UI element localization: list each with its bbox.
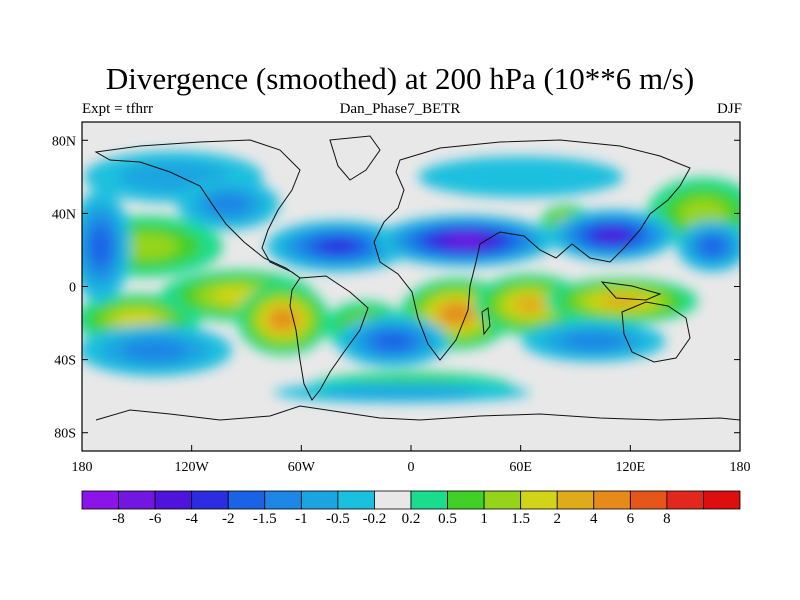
- lon-label-120W: 120W: [175, 460, 210, 475]
- field-band-3-6: [272, 311, 294, 328]
- coastline-north-america: [94, 139, 301, 279]
- colorbar-swatch-12: [520, 490, 558, 510]
- coastline-greenland: [329, 135, 381, 181]
- colorbar-label: 6: [626, 511, 635, 527]
- lat-label-0: 0: [69, 281, 76, 296]
- coastlines: [94, 135, 740, 421]
- field-band-5-6: [443, 305, 470, 323]
- lat-label-80S: 80S: [54, 427, 76, 442]
- lon-label-180: 180: [730, 460, 751, 475]
- coastline-south-america: [289, 275, 369, 401]
- field-band-1-4: [115, 310, 159, 328]
- colorbar-label: -4: [185, 511, 198, 527]
- field-band-20-2: [325, 386, 479, 399]
- colorbar-label: 4: [590, 511, 598, 527]
- lon-label-0: 0: [408, 460, 415, 475]
- field-band-12-5: [318, 239, 358, 254]
- field-band-13-7: [447, 235, 484, 246]
- colorbar-swatch-16: [666, 490, 704, 510]
- colorbar-label: -1.5: [252, 511, 277, 527]
- colorbar-label: 0.2: [401, 511, 421, 527]
- colorbar-swatch-10: [447, 490, 485, 510]
- field-band-21-3: [206, 193, 251, 216]
- field-band-11-4: [90, 227, 111, 266]
- colorbar-label: 8: [663, 511, 671, 527]
- lon-label-180: 180: [72, 460, 93, 475]
- season-label: DJF: [716, 101, 742, 117]
- colorbar-swatch-2: [154, 490, 193, 510]
- colorbar-label: -8: [112, 511, 125, 527]
- colorbar: [81, 490, 741, 510]
- colorbar-swatch-15: [629, 490, 668, 510]
- lat-label-40N: 40N: [52, 207, 76, 222]
- colorbar-swatch-11: [483, 490, 522, 510]
- lat-label-80N: 80N: [52, 134, 76, 149]
- colorbar-label: -1: [295, 511, 308, 527]
- colorbar-label: -2: [221, 511, 235, 527]
- colorbar-swatch-6: [300, 490, 339, 510]
- colorbar-swatch-1: [118, 490, 156, 510]
- coastline-eurasia-africa: [373, 139, 691, 361]
- colorbar-label: -6: [148, 511, 162, 527]
- colorbar-swatch-8: [374, 490, 412, 510]
- experiment-label: Expt = tfhrr: [82, 101, 153, 117]
- map-axes: 80N 40N 0 40S 80S 180 120W 60W 0 60E 120E 180: [52, 134, 751, 475]
- colorbar-label: -0.2: [362, 511, 387, 527]
- colorbar-label: 2: [553, 511, 561, 527]
- map-title: Divergence (smoothed) at 200 hPa (10**6 …: [105, 61, 695, 96]
- colorbar-swatch-5: [264, 490, 302, 510]
- colorbar-swatch-13: [556, 490, 595, 510]
- lat-label-40S: 40S: [54, 354, 76, 369]
- field-band-7-5: [600, 294, 643, 308]
- field-band-15-4: [700, 237, 725, 255]
- field-band-6-5: [514, 296, 546, 314]
- colorbar-swatch-7: [337, 490, 375, 510]
- field-band-17-4: [373, 332, 412, 350]
- colorbar-swatch-4: [227, 490, 266, 510]
- lon-label-60W: 60W: [288, 460, 316, 475]
- lon-label-120E: 120E: [616, 460, 646, 475]
- field-band-18-3: [563, 332, 625, 351]
- colorbar-label: 1.5: [511, 511, 531, 527]
- coastline-southeast-asia: [600, 281, 662, 301]
- colorbar-label: -0.5: [326, 511, 350, 527]
- lon-label-60E: 60E: [509, 460, 532, 475]
- colorbar-swatch-3: [191, 490, 229, 510]
- coastline-antarctica: [95, 405, 740, 421]
- colorbar-swatch-0: [81, 490, 119, 510]
- field-band-22-1: [418, 156, 624, 198]
- colorbar-label: 0.5: [438, 511, 457, 527]
- coastline-madagascar: [481, 307, 491, 336]
- colorbar-swatch-9: [410, 490, 448, 510]
- field-band-14-6: [597, 229, 627, 242]
- run-name-label: Dan_Phase7_BETR: [339, 101, 461, 117]
- field-band-16-3: [122, 339, 189, 362]
- coastline-australia: [621, 301, 691, 363]
- colorbar-swatch-14: [593, 490, 631, 510]
- colorbar-swatch-17: [703, 490, 741, 510]
- colorbar-label: 1: [480, 511, 488, 527]
